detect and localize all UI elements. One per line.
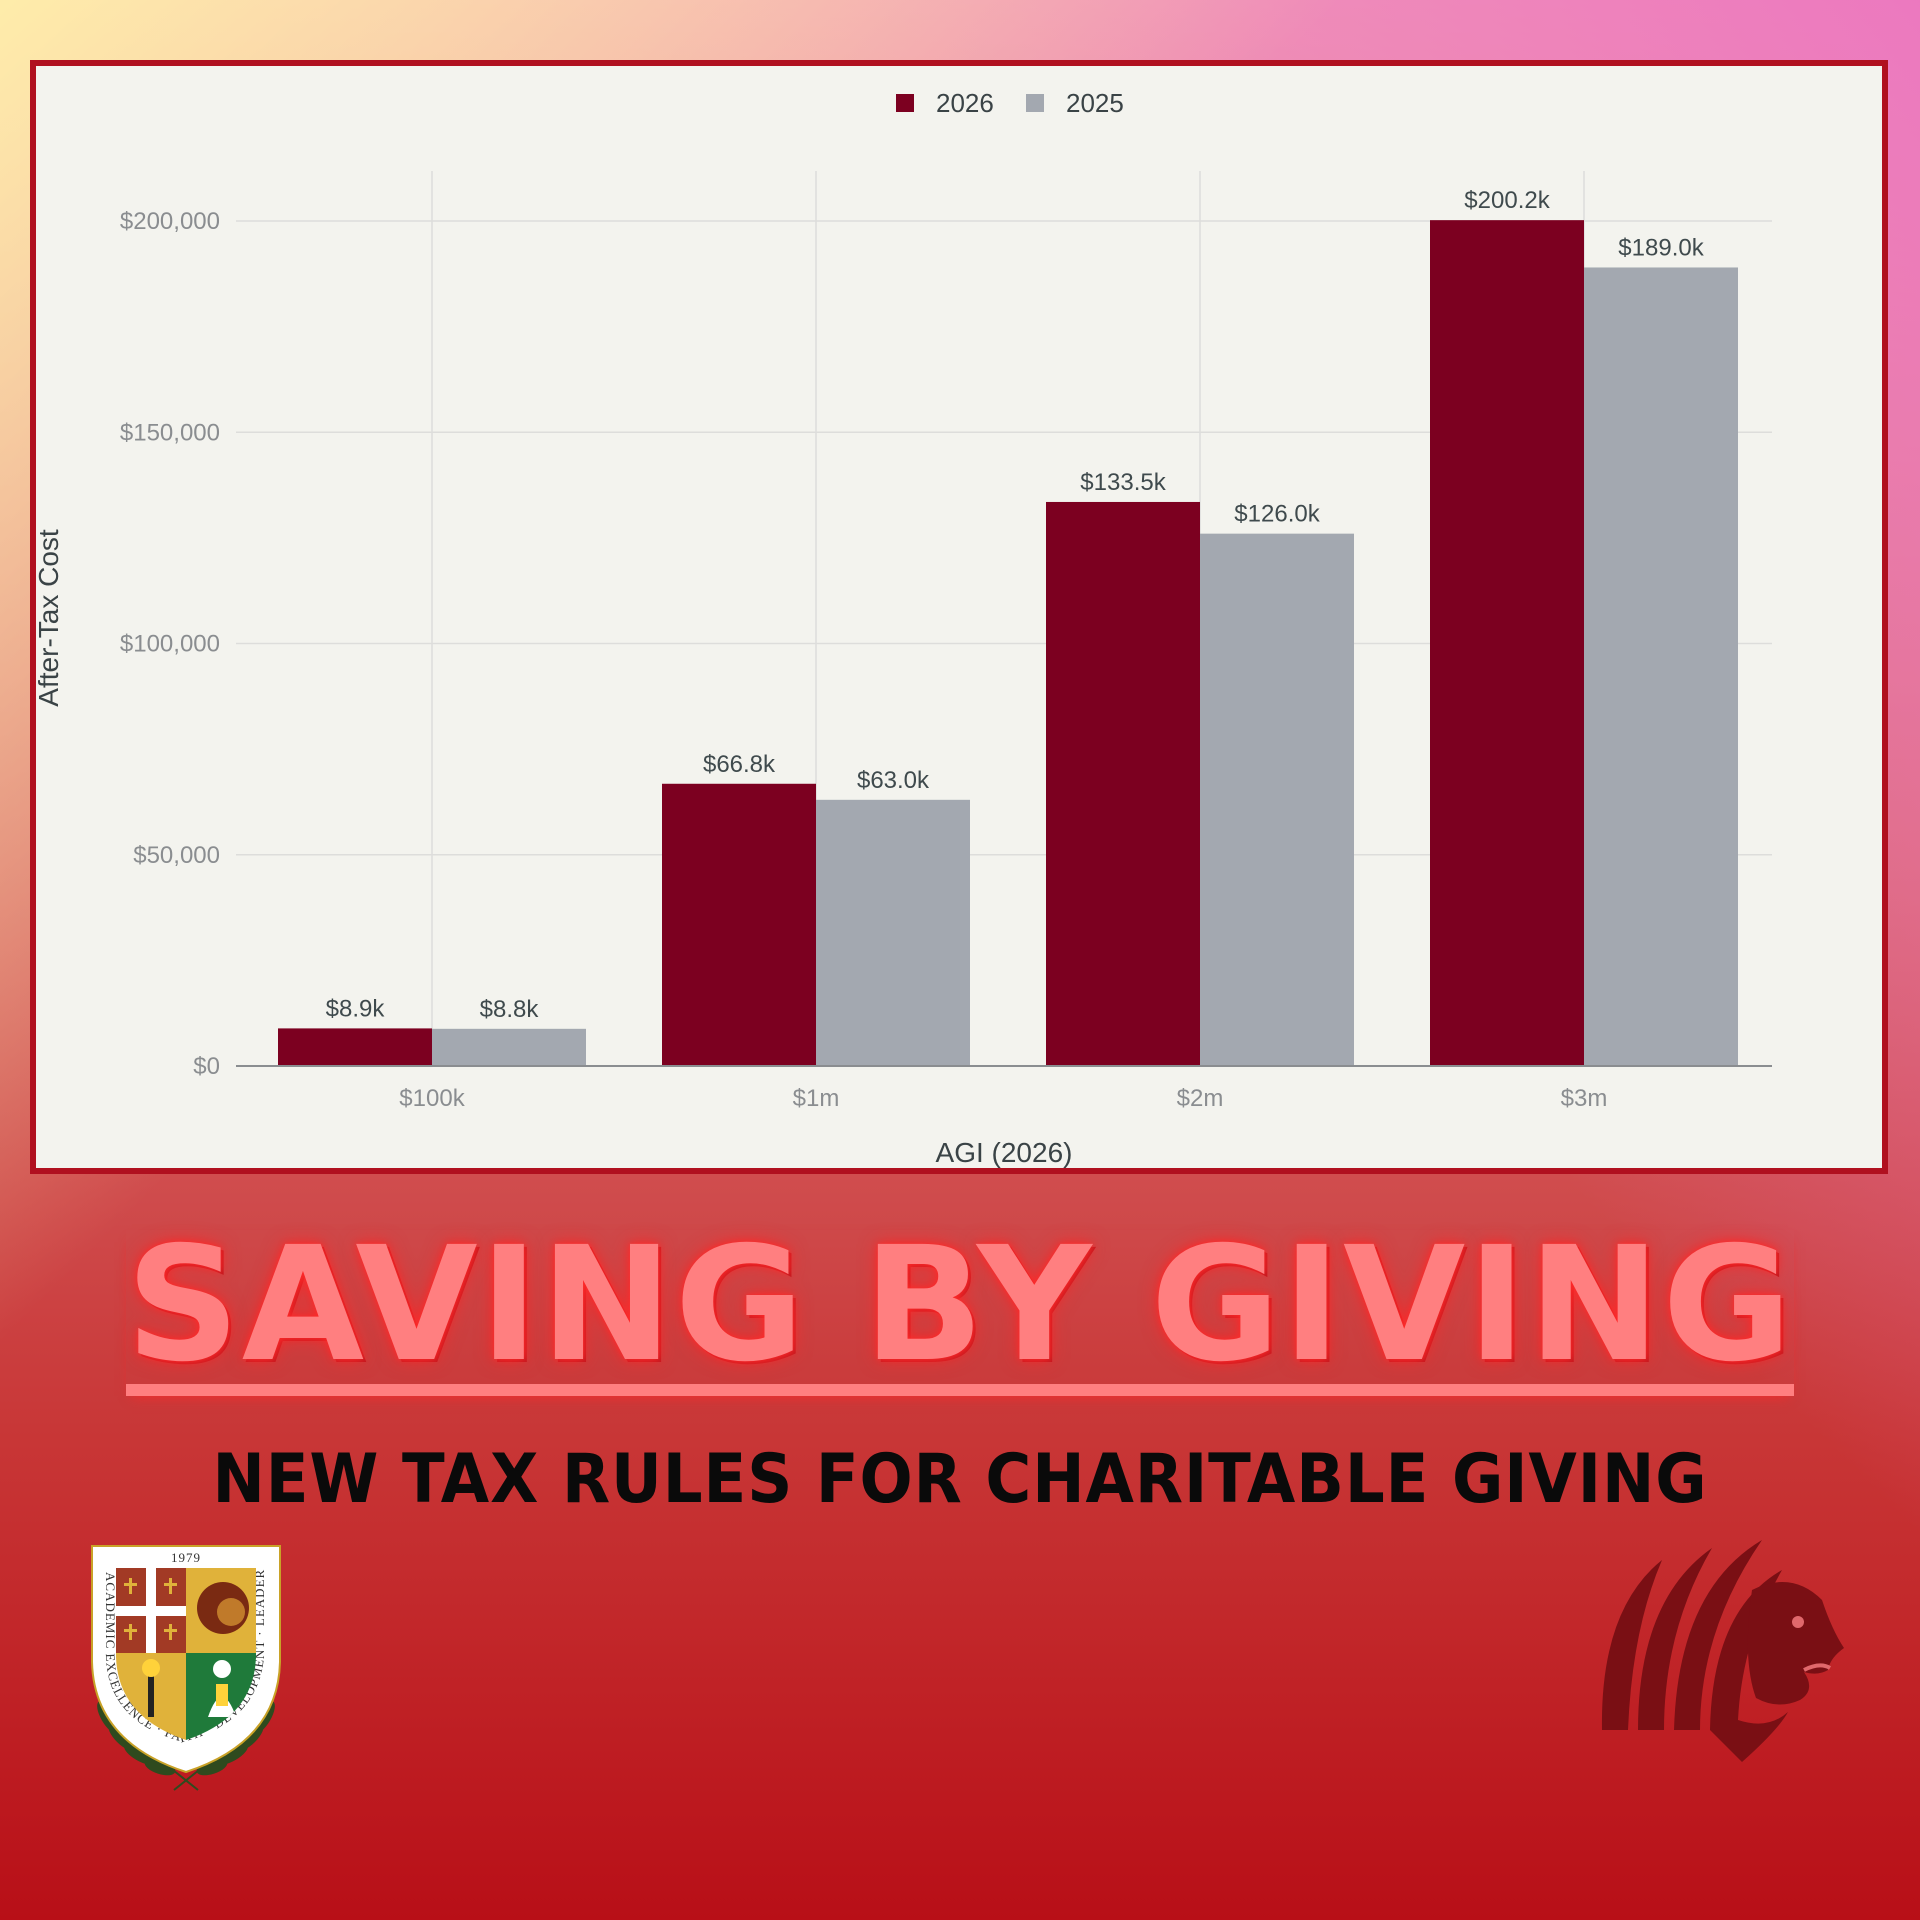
y-tick-label-3: $150,000 [120,419,220,446]
school-crest-logo: 1979 ACADEMIC EXCELLENCE · FAITH · DEVEL… [88,1532,281,1791]
headline-text: SAVING BY GIVING [125,1213,1794,1397]
data-label-2025-0: $8.8k [480,996,540,1023]
data-label-2025-3: $189.0k [1618,234,1704,261]
headline: SAVING BY GIVING [0,1213,1920,1397]
bar-2026-2 [1046,501,1200,1066]
crest-year: 1979 [171,1550,201,1565]
data-label-2026-2: $133.5k [1080,469,1166,496]
x-tick-label-1: $1m [793,1085,840,1112]
legend-swatch-2026 [896,94,914,112]
bar-2026-0 [278,1028,432,1066]
data-label-2026-1: $66.8k [703,751,776,778]
legend-label-2025: 2025 [1066,88,1124,118]
lion-head-logo [1601,1540,1844,1762]
chart-frame: $0 $50,000 $100,000 $150,000 $200,000 $8.9k $6… [30,60,1888,1174]
x-tick-label-3: $3m [1561,1085,1608,1112]
x-tick-label-0: $100k [399,1085,465,1112]
bar-2025-0 [432,1028,586,1066]
y-tick-label-0: $0 [193,1053,220,1080]
bar-chart: $0 $50,000 $100,000 $150,000 $200,000 $8.9k $6… [36,88,1772,1168]
data-label-2025-1: $63.0k [857,767,930,794]
data-label-2025-2: $126.0k [1234,501,1320,528]
bar-2026-3 [1430,220,1584,1066]
data-label-2026-3: $200.2k [1464,187,1550,214]
legend-swatch-2025 [1026,94,1044,112]
x-axis-title: AGI (2026) [936,1137,1073,1168]
bar-2026-1 [662,783,816,1066]
y-tick-label-2: $100,000 [120,631,220,658]
bar-2025-1 [816,799,970,1066]
subheadline: NEW TAX RULES FOR CHARITABLE GIVING [212,1440,1708,1519]
data-label-2026-0: $8.9k [326,995,386,1022]
bar-2025-2 [1200,533,1354,1066]
y-axis-title: After-Tax Cost [36,529,64,707]
x-tick-label-2: $2m [1177,1085,1224,1112]
y-tick-label-4: $200,000 [120,208,220,235]
legend-label-2026: 2026 [936,88,994,118]
y-tick-label-1: $50,000 [133,842,220,869]
bar-2025-3 [1584,267,1738,1067]
